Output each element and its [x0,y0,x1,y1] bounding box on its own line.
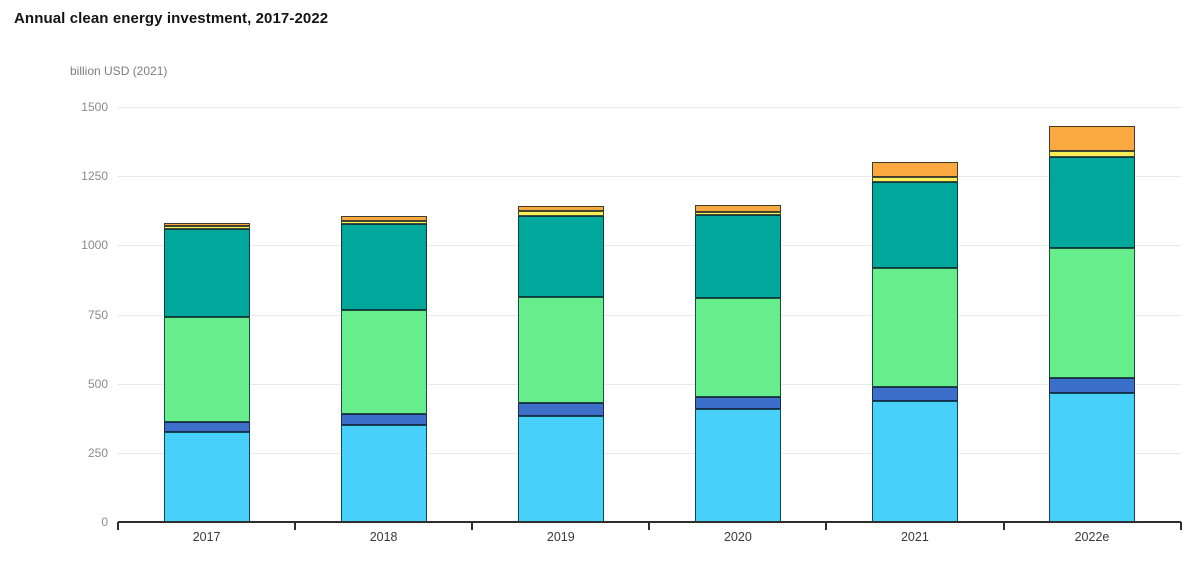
bar-segment-light-green [341,310,427,414]
bar-segment-top-orange [695,205,781,212]
y-axis-tick-label: 1000 [81,238,108,253]
x-axis-tick [294,522,297,531]
bar-segment-top-orange [872,162,958,177]
bar-segment-teal [872,182,958,268]
gridline-250 [118,453,1181,454]
y-axis-tick-label: 1500 [81,99,108,114]
bar-segment-top-orange [341,216,427,221]
x-axis-tick [1179,522,1182,531]
bar-segment-top-orange [518,206,604,211]
bar-segment-bottom-light-blue [518,416,604,522]
bar-segment-bottom-light-blue [695,409,781,522]
bar-segment-bottom-light-blue [872,401,958,522]
bar-segment-bottom-light-blue [341,425,427,522]
bar-segment-top-orange [1049,126,1135,151]
bar-segment-yellow-stripe [872,177,958,182]
x-axis-label-2017: 2017 [192,530,221,544]
bar-segment-dark-blue [164,422,250,432]
bar-segment-dark-blue [341,414,427,425]
gridline-1500 [118,106,1181,108]
x-axis-label-2021: 2021 [900,530,929,544]
chart-title: Annual clean energy investment, 2017-202… [14,10,329,27]
bar-segment-teal [518,216,604,297]
bar-segment-teal [164,229,250,317]
x-axis-label-2018: 2018 [369,530,398,544]
x-axis-tick [1002,522,1005,531]
gridline-1250 [118,176,1181,177]
gridline-500 [118,383,1181,385]
bar-segment-teal [341,224,427,310]
bar-segment-yellow-stripe [341,221,427,224]
bar-segment-yellow-stripe [164,226,250,229]
bar-segment-light-green [164,317,250,422]
bar-segment-teal [1049,157,1135,248]
bar-segment-yellow-stripe [518,211,604,216]
bar-segment-light-green [695,298,781,397]
x-axis-label-2022e: 2022e [1074,530,1110,544]
y-axis-tick-label: 250 [87,446,108,460]
bar-segment-dark-blue [518,403,604,416]
bar-segment-yellow-stripe [695,212,781,215]
y-axis-tick-label: 0 [101,515,108,530]
bar-segment-bottom-light-blue [164,432,250,522]
bar-segment-bottom-light-blue [1049,393,1135,522]
gridline-750 [118,314,1181,316]
x-axis-label-2020: 2020 [723,530,752,544]
y-axis-unit-label: billion USD (2021) [70,64,168,78]
x-axis-tick [117,522,119,531]
y-axis-tick-label: 500 [87,376,108,391]
gridline-1000 [118,245,1181,247]
x-axis-tick [825,522,828,531]
bar-segment-dark-blue [695,397,781,409]
bar-segment-dark-blue [872,387,958,401]
x-axis-tick [471,522,474,531]
x-axis-label-2019: 2019 [546,530,575,544]
x-axis-tick [648,522,651,531]
bar-segment-yellow-stripe [1049,151,1135,157]
bar-segment-light-green [1049,248,1135,378]
bar-segment-light-green [518,297,604,403]
bar-segment-top-orange [164,223,250,226]
bar-segment-dark-blue [1049,378,1135,393]
bar-segment-light-green [872,268,958,387]
bar-segment-teal [695,215,781,298]
y-axis-tick-label: 1250 [81,169,108,183]
y-axis-tick-label: 750 [87,307,108,322]
